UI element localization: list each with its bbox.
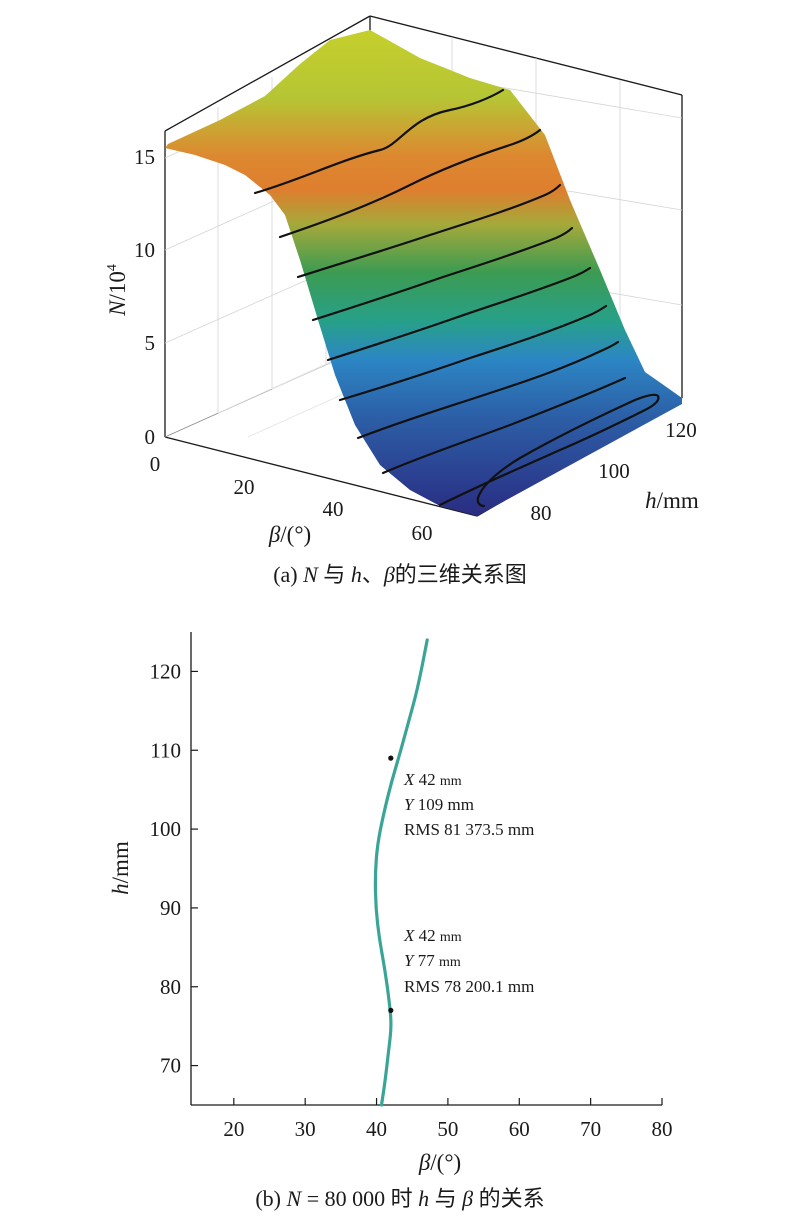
x-tick-label: 70 xyxy=(580,1117,601,1141)
caption-a-1: (a) xyxy=(273,562,303,587)
x-tick-label: 60 xyxy=(509,1117,530,1141)
caption-a: (a) N 与 h、β的三维关系图 xyxy=(273,562,527,587)
x-ticks-b: 20 30 40 50 60 70 80 xyxy=(223,1098,673,1141)
annotation-2-x-value: 42 xyxy=(414,926,440,945)
z-axis-label: N/104 xyxy=(105,264,130,317)
x-tick-label: 30 xyxy=(295,1117,316,1141)
annotation-1-x-value: 42 xyxy=(414,770,440,789)
x-label-unit: /(°) xyxy=(280,522,311,547)
x-axis-label-b: β/(°) xyxy=(418,1150,461,1175)
y-label-b-unit: /mm xyxy=(108,841,133,883)
annotation-point xyxy=(388,1007,394,1014)
y-label-symbol: h xyxy=(645,488,657,513)
z-tick-label: 15 xyxy=(134,145,155,169)
h-axis-label: h/mm xyxy=(645,488,699,513)
y-axis-label-b: h/mm xyxy=(108,841,133,895)
caption-b-2: N xyxy=(286,1186,303,1211)
annotation-2: X 42 mm Y 77 mm RMS 78 200.1 mm xyxy=(403,926,534,996)
annotation-1-rms: RMS 81 373.5 mm xyxy=(404,820,534,839)
x-tick-label: 40 xyxy=(323,497,344,521)
caption-b-1: (b) xyxy=(255,1186,286,1211)
caption-a-4: h xyxy=(351,562,362,587)
annotation-2-rms: RMS 78 200.1 mm xyxy=(404,977,534,996)
surface xyxy=(165,30,682,516)
annotation-point xyxy=(388,755,394,761)
y-tick-label: 120 xyxy=(665,418,697,442)
annotation-2-x-unit: mm xyxy=(440,930,462,945)
beta-ticks: 0 20 40 60 xyxy=(150,452,433,545)
z-label-symbol: N xyxy=(105,299,130,317)
y-ticks-b: 70 80 90 100 110 120 xyxy=(150,659,198,1078)
annotation-1: X 42 mm Y 109 mm RMS 81 373.5 mm xyxy=(403,770,534,839)
caption-a-6: β xyxy=(383,562,395,587)
caption-a-3: 与 xyxy=(318,562,351,587)
z-tick-label: 0 xyxy=(145,425,156,449)
y-tick-label: 100 xyxy=(150,817,182,841)
caption-b-3: = 80 000 时 xyxy=(301,1186,418,1211)
x-tick-label: 40 xyxy=(366,1117,387,1141)
y-label-unit: /mm xyxy=(657,488,699,513)
annotation-1-y: Y 109 mm xyxy=(404,795,474,814)
y-tick-label: 80 xyxy=(531,501,552,525)
annotation-2-x: X 42 mm xyxy=(403,926,462,945)
caption-b-7: 的关系 xyxy=(473,1186,545,1211)
caption-b-4: h xyxy=(418,1186,429,1211)
caption-b-5: 与 xyxy=(429,1186,462,1211)
z-label-unit: /10 xyxy=(105,271,130,300)
x-tick-label: 60 xyxy=(412,521,433,545)
caption-b-6: β xyxy=(461,1186,473,1211)
y-tick-label: 90 xyxy=(160,896,181,920)
z-tick-label: 10 xyxy=(134,238,155,262)
caption-a-2: N xyxy=(302,562,319,587)
contours xyxy=(253,88,660,508)
caption-a-7: 的三维关系图 xyxy=(395,562,527,587)
y-tick-label: 70 xyxy=(160,1054,181,1078)
x-tick-label: 50 xyxy=(437,1117,458,1141)
beta-axis-label: β/(°) xyxy=(268,522,311,547)
annotation-1-y-value: 109 mm xyxy=(413,795,473,814)
annotation-1-y-label: Y xyxy=(404,795,415,814)
annotation-points xyxy=(388,755,394,1014)
annotation-2-x-label: X xyxy=(403,926,415,945)
annotation-1-x: X 42 mm xyxy=(403,770,462,789)
y-tick-label: 80 xyxy=(160,975,181,999)
panel-b: 20 30 40 50 60 70 80 70 80 90 100 110 120 X 42 mm Y… xyxy=(108,632,673,1211)
annotation-2-y-value: 77 xyxy=(413,951,439,970)
caption-a-5: 、 xyxy=(362,562,384,587)
x-label-symbol: β xyxy=(268,522,281,547)
z-label-exponent: 4 xyxy=(105,264,120,271)
x-label-b-symbol: β xyxy=(418,1150,431,1175)
x-tick-label: 80 xyxy=(652,1117,673,1141)
z-tick-label: 5 xyxy=(145,331,156,355)
annotation-1-x-label: X xyxy=(403,770,415,789)
z-ticks: 0 5 10 15 xyxy=(134,145,155,449)
y-tick-label: 100 xyxy=(598,459,630,483)
y-tick-label: 120 xyxy=(150,659,182,683)
annotation-2-y-label: Y xyxy=(404,951,415,970)
annotation-2-y: Y 77 mm xyxy=(404,951,461,970)
caption-b: (b) N = 80 000 时 h 与 β 的关系 xyxy=(255,1186,544,1211)
y-tick-label: 110 xyxy=(150,738,181,762)
annotation-1-x-unit: mm xyxy=(440,774,462,789)
x-tick-label: 0 xyxy=(150,452,161,476)
y-label-b-symbol: h xyxy=(108,883,133,895)
h-ticks: 80 100 120 xyxy=(531,418,697,525)
panel-a: 0 5 10 15 0 20 40 60 80 100 120 N/104 β/… xyxy=(105,15,699,587)
x-tick-label: 20 xyxy=(223,1117,244,1141)
x-label-b-unit: /(°) xyxy=(430,1150,461,1175)
annotation-2-y-unit: mm xyxy=(439,955,461,970)
x-tick-label: 20 xyxy=(234,475,255,499)
series-line xyxy=(373,638,429,1107)
axes-b xyxy=(190,632,662,1106)
